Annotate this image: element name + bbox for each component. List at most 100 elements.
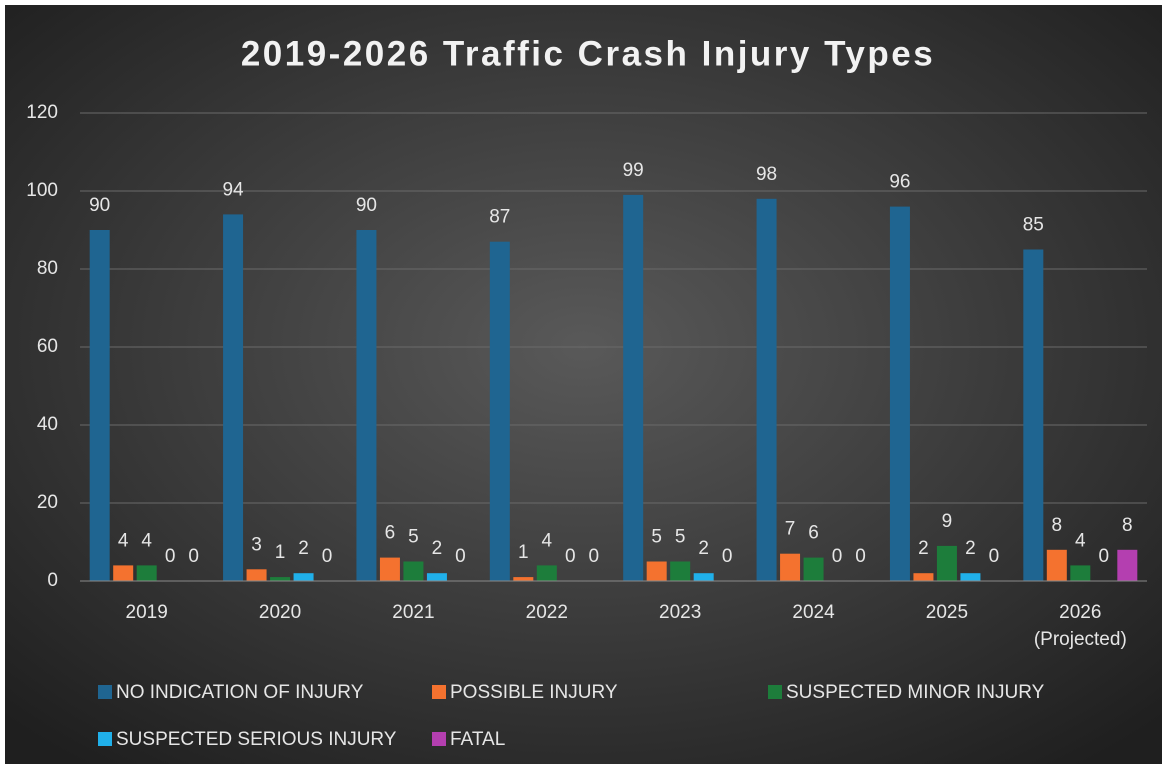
data-label: 90: [89, 195, 110, 216]
legend-swatch: [98, 685, 112, 699]
bar: [756, 198, 777, 582]
data-label: 99: [623, 160, 644, 181]
data-label: 96: [889, 172, 910, 193]
y-tick-label: 20: [37, 492, 58, 513]
data-label: 2: [298, 538, 309, 559]
legend-item: SUSPECTED MINOR INJURY: [768, 682, 1045, 703]
bar: [89, 230, 110, 581]
chart-title: 2019-2026 Traffic Crash Injury Types: [241, 34, 935, 73]
data-label: 98: [756, 164, 777, 185]
data-label: 0: [165, 546, 176, 567]
bar: [403, 561, 424, 581]
bar: [1070, 565, 1091, 581]
legend-swatch: [768, 685, 782, 699]
data-label: 2: [432, 538, 443, 559]
bar: [913, 573, 934, 581]
data-label: 4: [141, 530, 152, 551]
bar: [889, 206, 910, 581]
data-label: 2: [698, 538, 709, 559]
data-label: 0: [989, 546, 1000, 567]
legend-label: NO INDICATION OF INJURY: [116, 682, 364, 703]
y-tick-label: 40: [37, 414, 58, 435]
bar: [356, 230, 377, 581]
data-label: 0: [855, 546, 866, 567]
bar: [536, 565, 557, 581]
bar: [960, 573, 981, 581]
legend-label: SUSPECTED MINOR INJURY: [786, 682, 1045, 703]
x-tick-label: 2024: [792, 602, 835, 623]
bar: [670, 561, 691, 581]
data-label: 8: [1052, 515, 1063, 536]
data-label: 6: [385, 523, 396, 544]
data-label: 0: [832, 546, 843, 567]
bar: [780, 553, 801, 581]
bar: [489, 241, 510, 581]
x-tick-label: 2026 (Projected): [1034, 602, 1127, 650]
data-label: 4: [118, 530, 129, 551]
y-tick-label: 100: [26, 180, 58, 201]
data-label: 0: [589, 546, 600, 567]
y-tick-label: 0: [47, 570, 58, 591]
data-label: 3: [251, 534, 262, 555]
data-label: 5: [651, 527, 662, 548]
data-label: 90: [356, 195, 377, 216]
bar: [803, 557, 824, 581]
x-tick-label: 2023: [659, 602, 701, 623]
legend-swatch: [432, 685, 446, 699]
data-label: 5: [408, 527, 419, 548]
legend-label: FATAL: [450, 729, 505, 750]
bar: [513, 577, 534, 581]
bar: [223, 214, 244, 581]
data-label: 4: [542, 530, 553, 551]
data-label: 6: [808, 523, 819, 544]
data-label: 0: [455, 546, 466, 567]
bar: [936, 545, 957, 581]
legend-swatch: [432, 732, 446, 746]
bar: [426, 573, 447, 581]
bar: [136, 565, 157, 581]
data-label: 2: [965, 538, 976, 559]
x-tick-label: 2020: [259, 602, 301, 623]
data-label: 87: [489, 207, 510, 228]
y-tick-label: 80: [37, 258, 58, 279]
bar: [623, 194, 644, 581]
y-tick-label: 60: [37, 336, 58, 357]
legend-swatch: [98, 732, 112, 746]
data-label: 2: [918, 538, 929, 559]
data-label: 9: [942, 511, 953, 532]
data-label: 0: [722, 546, 733, 567]
x-tick-label: 2025: [926, 602, 968, 623]
data-label: 94: [222, 179, 244, 200]
data-label: 8: [1122, 515, 1133, 536]
chart-background: [5, 5, 1162, 764]
bar: [270, 577, 291, 581]
data-label: 0: [565, 546, 576, 567]
bar: [246, 569, 267, 581]
bar: [1117, 549, 1138, 581]
data-label: 7: [785, 519, 796, 540]
data-label: 0: [322, 546, 333, 567]
data-label: 0: [1099, 546, 1110, 567]
x-tick-label: 2019: [126, 602, 168, 623]
x-tick-label: 2022: [526, 602, 568, 623]
x-tick-label: 2021: [392, 602, 434, 623]
legend-label: POSSIBLE INJURY: [450, 682, 618, 703]
bar: [293, 573, 314, 581]
data-label: 4: [1075, 530, 1086, 551]
bar: [1023, 249, 1044, 581]
data-label: 85: [1023, 215, 1044, 236]
legend-item: SUSPECTED SERIOUS INJURY: [98, 729, 397, 750]
legend-label: SUSPECTED SERIOUS INJURY: [116, 729, 397, 750]
bar: [1046, 549, 1067, 581]
bar: [693, 573, 714, 581]
bar: [379, 557, 400, 581]
legend-item: NO INDICATION OF INJURY: [98, 682, 364, 703]
data-label: 5: [675, 527, 686, 548]
data-label: 0: [188, 546, 199, 567]
data-label: 1: [275, 542, 286, 563]
bar: [646, 561, 667, 581]
legend-item: POSSIBLE INJURY: [432, 682, 618, 703]
data-label: 1: [518, 542, 529, 563]
bar: [113, 565, 134, 581]
